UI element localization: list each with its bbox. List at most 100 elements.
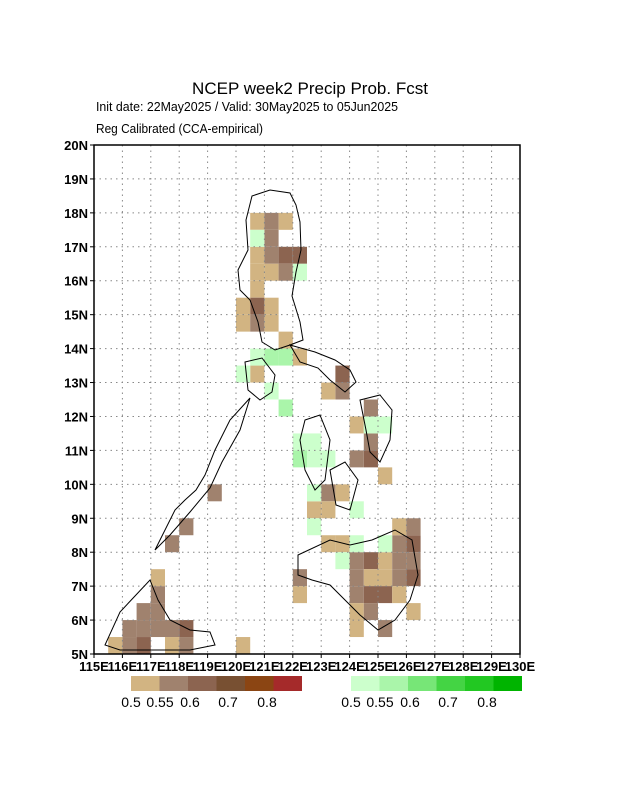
wet-cell	[250, 348, 265, 366]
colorbar-box	[493, 676, 522, 691]
dry-cell	[136, 637, 151, 654]
y-tick-label: 5N	[71, 647, 88, 662]
colorbar-box	[159, 676, 188, 691]
dry-cell	[179, 637, 194, 654]
dry-cell	[136, 620, 151, 638]
wet-cell	[335, 552, 350, 570]
dry-cell	[335, 365, 350, 383]
dry-cell	[363, 552, 378, 570]
x-tick-label: 115E	[79, 659, 109, 674]
y-tick-label: 8N	[71, 545, 88, 560]
y-tick-label: 14N	[64, 342, 88, 357]
dry-cell	[250, 212, 265, 230]
x-tick-label: 121E	[249, 659, 280, 674]
dry-cell	[349, 450, 364, 468]
cell-layer	[108, 212, 421, 654]
dry-cell	[392, 552, 407, 570]
dry-cell	[392, 569, 407, 587]
dry-cell	[321, 535, 336, 553]
colorbar-label: 0.7	[438, 694, 458, 710]
colorbar-label: 0.8	[257, 694, 277, 710]
dry-cell	[250, 263, 265, 281]
dry-cell	[363, 586, 378, 604]
dry-cell	[363, 399, 378, 417]
dry-cell	[250, 314, 265, 332]
colorbar-box	[188, 676, 217, 691]
dry-cell	[292, 586, 307, 604]
dry-cell	[250, 246, 265, 264]
wet-cell	[236, 365, 251, 383]
y-tick-label: 19N	[64, 172, 88, 187]
dry-cell	[363, 569, 378, 587]
dry-cell	[165, 535, 180, 553]
dry-cell	[278, 263, 293, 281]
dry-cell	[406, 552, 421, 570]
dry-cell	[236, 297, 251, 315]
x-tick-label: 118E	[164, 659, 194, 674]
dry-cell	[165, 620, 180, 638]
dry-cell	[321, 501, 336, 519]
dry-cell	[136, 603, 151, 621]
colorbar-box	[465, 676, 494, 691]
colorbar-box	[408, 676, 437, 691]
y-tick-label: 16N	[64, 274, 88, 289]
x-tick-label: 128E	[448, 659, 479, 674]
dry-cell	[378, 586, 393, 604]
colorbar-label: 0.55	[366, 694, 393, 710]
dry-cell	[264, 246, 279, 264]
y-tick-label: 9N	[71, 511, 88, 526]
x-tick-label: 122E	[278, 659, 309, 674]
y-tick-label: 20N	[64, 138, 88, 153]
wet-cell	[307, 433, 322, 451]
colorbar-label: 0.7	[218, 694, 238, 710]
dry-cell	[292, 348, 307, 366]
axes: 115E116E117E118E119E120E121E122E123E124E…	[64, 138, 535, 674]
dry-cell	[264, 229, 279, 247]
dry-cell	[378, 467, 393, 485]
wet-cell	[349, 501, 364, 519]
dry-cell	[278, 212, 293, 230]
dry-cell	[179, 518, 194, 536]
dry-cell	[349, 586, 364, 604]
x-tick-label: 123E	[306, 659, 337, 674]
x-tick-label: 120E	[221, 659, 252, 674]
dry-cell	[264, 314, 279, 332]
wet-cell	[292, 263, 307, 281]
dry-cell	[363, 603, 378, 621]
wet-cell	[363, 416, 378, 434]
dry-cell	[292, 569, 307, 587]
y-tick-label: 18N	[64, 206, 88, 221]
colorbar-box	[351, 676, 380, 691]
dry-cell	[250, 365, 265, 383]
dry-cell	[150, 603, 165, 621]
wet-cell	[307, 518, 322, 536]
wet-cell	[292, 450, 307, 468]
dry-cell	[321, 484, 336, 502]
subtitle: Init date: 22May2025 / Valid: 30May2025 …	[96, 99, 398, 114]
dry-cell	[335, 535, 350, 553]
x-tick-label: 127E	[420, 659, 451, 674]
colorbar-box	[436, 676, 465, 691]
colorbar-label: 0.6	[400, 694, 420, 710]
colorbar-box	[245, 676, 274, 691]
title: NCEP week2 Precip Prob. Fcst	[192, 79, 428, 98]
wet-cell	[321, 450, 336, 468]
wet-cell	[250, 229, 265, 247]
dry-cell	[264, 297, 279, 315]
wet-cell	[278, 399, 293, 417]
dry-cell	[321, 382, 336, 400]
coastlines	[104, 189, 419, 651]
dry-cell	[122, 620, 137, 638]
dry-cell	[165, 637, 180, 654]
x-tick-label: 117E	[136, 659, 166, 674]
colorbars: 0.5 0.55 0.6 0.7 0.8 0.5 0.55 0.6 0.7 0.8	[121, 676, 522, 710]
colorbar-label: 0.6	[180, 694, 200, 710]
colorbar-box	[131, 676, 160, 691]
dry-cell	[349, 569, 364, 587]
x-tick-label: 116E	[108, 659, 138, 674]
dry-cell	[278, 246, 293, 264]
wet-cell	[378, 535, 393, 553]
wet-cell	[307, 450, 322, 468]
colorbar-label: 0.55	[146, 694, 173, 710]
